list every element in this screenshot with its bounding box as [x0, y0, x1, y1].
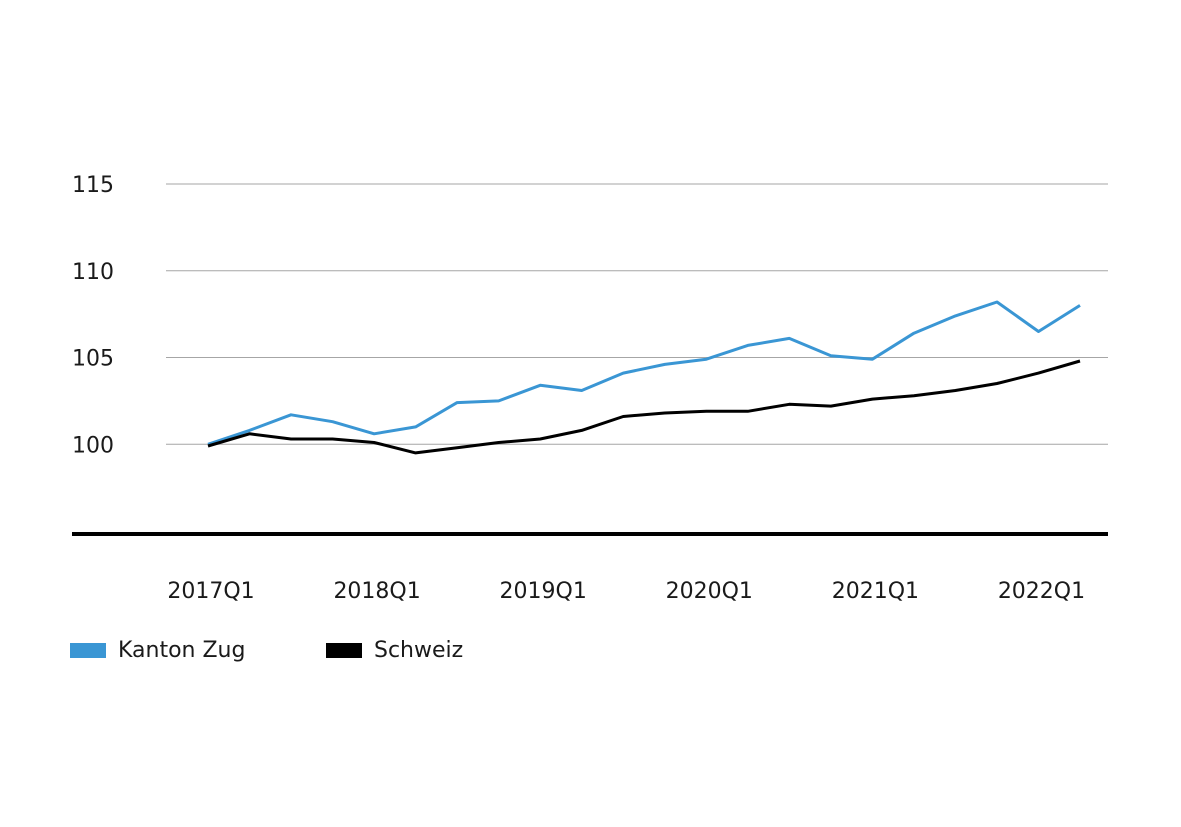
series-lines — [207, 300, 1081, 455]
legend-label-schweiz: Schweiz — [374, 638, 464, 663]
x-tick-label-2021Q1: 2021Q1 — [832, 579, 919, 604]
series-line-schweiz — [207, 359, 1081, 455]
grid-lines — [166, 183, 1108, 445]
y-tick-label-115: 115 — [72, 173, 114, 198]
legend: Kanton Zug Schweiz — [70, 638, 582, 663]
series-line-kanton-zug — [207, 300, 1081, 446]
x-tick-label-2020Q1: 2020Q1 — [666, 579, 753, 604]
x-tick-label-2019Q1: 2019Q1 — [500, 579, 587, 604]
legend-label-kanton-zug: Kanton Zug — [118, 638, 246, 663]
x-axis-tick-labels: 2017Q1 2018Q1 2019Q1 2020Q1 2021Q1 2022Q1 — [167, 579, 1085, 604]
y-tick-label-100: 100 — [72, 433, 114, 458]
legend-item-schweiz: Schweiz — [326, 638, 582, 663]
y-axis-tick-labels: 100 105 110 115 — [72, 173, 114, 458]
legend-item-kanton-zug: Kanton Zug — [70, 638, 326, 663]
legend-swatch-kanton-zug — [70, 643, 106, 658]
y-tick-label-110: 110 — [72, 260, 114, 285]
legend-swatch-schweiz — [326, 643, 362, 658]
x-tick-label-2018Q1: 2018Q1 — [333, 579, 420, 604]
x-tick-label-2022Q1: 2022Q1 — [998, 579, 1085, 604]
y-tick-label-105: 105 — [72, 347, 114, 372]
x-tick-label-2017Q1: 2017Q1 — [167, 579, 254, 604]
